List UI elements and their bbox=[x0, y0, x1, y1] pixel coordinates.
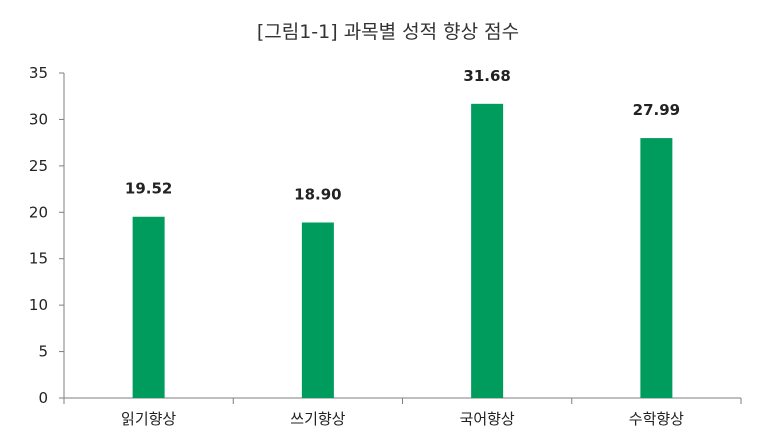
y-tick-label: 15 bbox=[29, 250, 48, 268]
y-tick-label: 30 bbox=[29, 110, 48, 128]
y-tick-label: 25 bbox=[29, 157, 48, 175]
data-label: 31.68 bbox=[463, 67, 510, 85]
chart-title: [그림1-1] 과목별 성적 향상 점수 bbox=[257, 21, 519, 43]
y-tick-label: 10 bbox=[29, 296, 48, 314]
bar bbox=[132, 216, 165, 398]
bar bbox=[301, 222, 334, 398]
bar bbox=[640, 138, 673, 399]
y-tick-label: 5 bbox=[38, 343, 48, 361]
data-label: 18.90 bbox=[294, 186, 341, 204]
data-label: 19.52 bbox=[125, 180, 172, 198]
x-category-label: 읽기향상 bbox=[121, 410, 176, 428]
y-tick-label: 35 bbox=[29, 64, 48, 82]
bar bbox=[471, 103, 504, 398]
x-category-label: 쓰기향상 bbox=[290, 410, 345, 428]
bars: 19.52 18.90 31.68 27.99 bbox=[125, 67, 680, 399]
y-tick-label: 20 bbox=[29, 203, 48, 221]
x-category-label: 국어향상 bbox=[460, 410, 515, 428]
data-label: 27.99 bbox=[633, 101, 680, 119]
y-tick-label: 0 bbox=[38, 389, 48, 407]
y-axis: 0 5 10 15 20 25 30 35 bbox=[29, 64, 65, 407]
x-category-label: 수학향상 bbox=[629, 410, 684, 428]
x-axis: 읽기향상 쓰기향상 국어향상 수학향상 bbox=[63, 397, 742, 428]
